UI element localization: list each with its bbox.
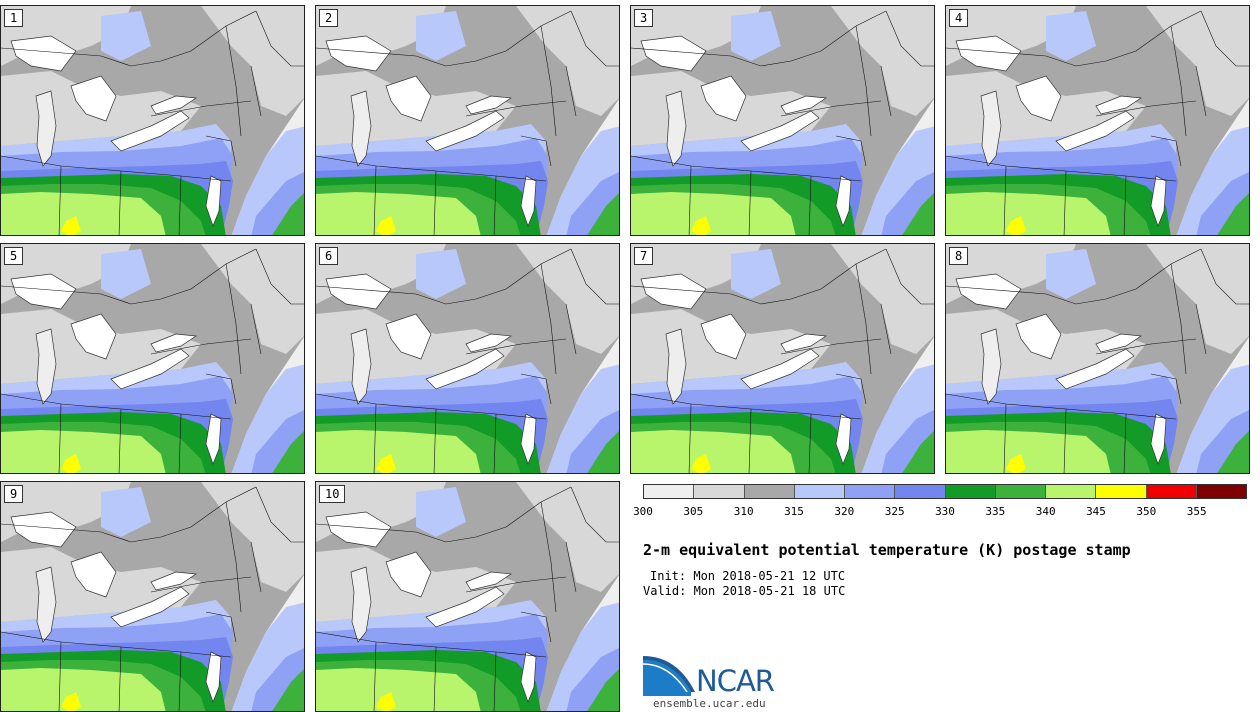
logo-url: ensemble.ucar.edu bbox=[653, 697, 766, 710]
map-canvas bbox=[1, 482, 304, 711]
postage-stamp-panel: 1 bbox=[0, 5, 305, 236]
map-canvas bbox=[316, 6, 619, 235]
colorbar bbox=[643, 484, 1247, 499]
figure-title: 2-m equivalent potential temperature (K)… bbox=[643, 541, 1131, 559]
colorbar-segment bbox=[1196, 485, 1246, 498]
stamp-number: 5 bbox=[4, 247, 24, 265]
postage-stamp-panel: 5 bbox=[0, 243, 305, 474]
map-canvas bbox=[946, 6, 1249, 235]
stamp-number: 6 bbox=[319, 247, 339, 265]
stamp-number: 8 bbox=[949, 247, 969, 265]
postage-stamp-panel: 2 bbox=[315, 5, 620, 236]
stamp-number: 3 bbox=[634, 9, 654, 27]
colorbar-tick-label: 300 bbox=[633, 505, 653, 518]
map-canvas bbox=[1, 244, 304, 473]
colorbar-tick-label: 310 bbox=[733, 505, 754, 518]
colorbar-segment bbox=[995, 485, 1046, 498]
colorbar-segment bbox=[744, 485, 795, 498]
colorbar-tick-label: 350 bbox=[1136, 505, 1157, 518]
stamp-number: 2 bbox=[319, 9, 339, 27]
colorbar-tick-label: 320 bbox=[834, 505, 855, 518]
stamp-number: 10 bbox=[319, 485, 346, 503]
colorbar-tick-label: 305 bbox=[683, 505, 704, 518]
colorbar-tick-label: 355 bbox=[1186, 505, 1207, 518]
postage-stamp-panel: 7 bbox=[630, 243, 935, 474]
colorbar-segment bbox=[945, 485, 996, 498]
colorbar-segment bbox=[845, 485, 896, 498]
map-canvas bbox=[1, 6, 304, 235]
postage-stamp-panel: 4 bbox=[945, 5, 1250, 236]
colorbar-segment bbox=[694, 485, 745, 498]
colorbar-tick-label: 330 bbox=[935, 505, 955, 518]
colorbar-segment bbox=[1096, 485, 1147, 498]
colorbar-segment bbox=[794, 485, 845, 498]
valid-time: Valid: Mon 2018-05-21 18 UTC bbox=[643, 584, 846, 598]
map-canvas bbox=[316, 244, 619, 473]
stamp-number: 4 bbox=[949, 9, 969, 27]
postage-stamp-panel: 10 bbox=[315, 481, 620, 712]
ncar-logo-icon bbox=[643, 656, 695, 696]
map-canvas bbox=[631, 244, 934, 473]
logo-text: NCAR bbox=[696, 664, 775, 698]
colorbar-ticks: 300 305 310 315 320 325 330 335 340 345 350 355 bbox=[633, 505, 1247, 519]
init-time: Init: Mon 2018-05-21 12 UTC bbox=[650, 569, 846, 583]
postage-stamp-panel: 9 bbox=[0, 481, 305, 712]
colorbar-segment bbox=[1146, 485, 1197, 498]
colorbar-segment bbox=[1046, 485, 1097, 498]
postage-stamp-panel: 3 bbox=[630, 5, 935, 236]
stamp-number: 9 bbox=[4, 485, 24, 503]
colorbar-tick-label: 345 bbox=[1086, 505, 1106, 518]
colorbar-tick-label: 340 bbox=[1035, 505, 1056, 518]
colorbar-tick-label: 335 bbox=[985, 505, 1006, 518]
postage-stamp-panel: 8 bbox=[945, 243, 1250, 474]
map-canvas bbox=[631, 6, 934, 235]
colorbar-segment bbox=[895, 485, 946, 498]
colorbar-tick-label: 325 bbox=[884, 505, 905, 518]
colorbar-tick-label: 315 bbox=[784, 505, 804, 518]
stamp-number: 1 bbox=[4, 9, 24, 27]
stamp-number: 7 bbox=[634, 247, 654, 265]
colorbar-segment bbox=[644, 485, 695, 498]
map-canvas bbox=[316, 482, 619, 711]
postage-stamp-panel: 6 bbox=[315, 243, 620, 474]
map-canvas bbox=[946, 244, 1249, 473]
